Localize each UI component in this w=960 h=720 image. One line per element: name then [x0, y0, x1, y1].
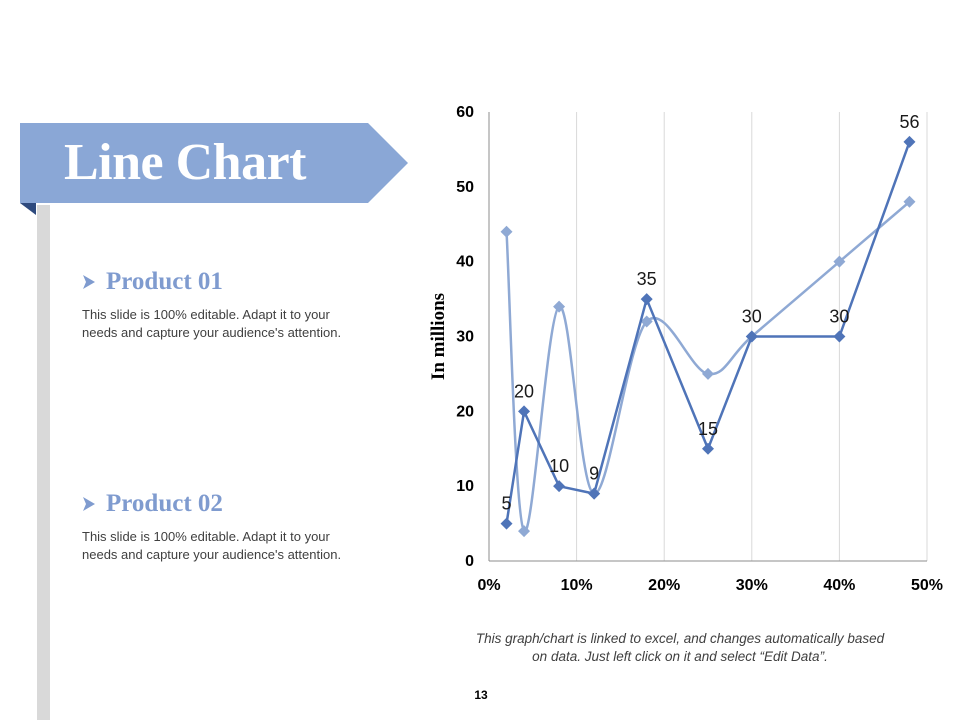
data-point [500, 225, 513, 238]
x-tick-label: 10% [561, 577, 593, 594]
data-point [518, 525, 531, 538]
chart-note: This graph/chart is linked to excel, and… [475, 631, 885, 664]
x-tick-label: 20% [648, 577, 680, 594]
product-description: This slide is 100% editable. Adapt it to… [82, 307, 342, 340]
page-number: 13 [474, 688, 488, 702]
data-label: 5 [502, 494, 512, 514]
arrow-right-icon [83, 497, 95, 511]
data-point [833, 330, 846, 343]
y-tick-label: 60 [456, 104, 474, 121]
data-point [903, 135, 916, 148]
data-point [553, 300, 566, 313]
data-label: 35 [637, 269, 657, 289]
series-line [505, 200, 911, 533]
product-heading: Product 02 [82, 490, 382, 518]
data-label: 30 [742, 307, 762, 327]
y-axis-label: In millions [428, 293, 449, 380]
data-point [903, 195, 916, 208]
y-tick-label: 50 [456, 179, 474, 196]
y-tick-label: 30 [456, 329, 474, 346]
x-tick-label: 0% [477, 577, 500, 594]
product-title: Product 01 [106, 268, 223, 295]
data-point [518, 405, 531, 418]
data-point [640, 315, 653, 328]
data-label: 56 [899, 112, 919, 132]
data-label: 15 [698, 419, 718, 439]
y-tick-label: 10 [456, 478, 474, 495]
y-tick-label: 20 [456, 403, 474, 420]
title-banner: Line Chart [20, 123, 410, 215]
data-label: 9 [589, 464, 599, 484]
data-point [588, 487, 601, 500]
data-point [640, 293, 653, 306]
data-label: 10 [549, 456, 569, 476]
data-point [702, 367, 714, 380]
data-point [500, 517, 513, 530]
data-point [745, 330, 758, 343]
product-heading: Product 01 [82, 268, 382, 296]
x-tick-label: 50% [911, 577, 943, 594]
data-point [702, 442, 714, 455]
product-title: Product 02 [106, 490, 223, 517]
y-tick-label: 0 [465, 553, 474, 570]
banner-shape [20, 123, 408, 215]
data-point [553, 480, 566, 493]
product-block-01: Product 01 This slide is 100% editable. … [82, 268, 382, 342]
arrow-right-icon [83, 275, 95, 289]
page-title: Line Chart [64, 134, 307, 191]
data-point [833, 255, 846, 268]
product-description: This slide is 100% editable. Adapt it to… [82, 529, 342, 562]
data-label: 20 [514, 381, 534, 401]
data-label: 30 [829, 307, 849, 327]
x-tick-label: 30% [736, 577, 768, 594]
product-block-02: Product 02 This slide is 100% editable. … [82, 490, 382, 564]
y-tick-label: 40 [456, 254, 474, 271]
x-tick-label: 40% [823, 577, 855, 594]
side-bar [37, 205, 50, 720]
